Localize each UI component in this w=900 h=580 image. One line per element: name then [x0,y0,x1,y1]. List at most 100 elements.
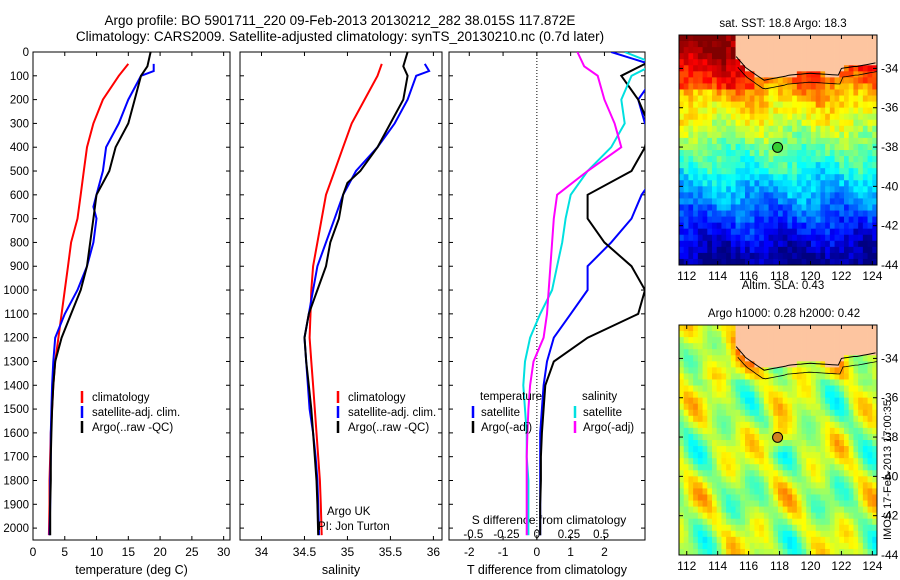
heatmap-cell [749,186,755,193]
land-cell [806,349,812,356]
heatmap-cell [848,174,854,181]
land-cell [820,53,826,60]
heatmap-cell [787,258,793,266]
heatmap-cell [792,222,798,230]
heatmap-cell [759,470,765,477]
heatmap-cell [848,258,854,266]
heatmap-cell [801,482,807,489]
heatmap-cell [792,204,798,211]
heatmap-cell [858,216,864,224]
heatmap-cell [740,440,746,447]
legend-label: Argo(..raw -QC) [348,422,429,434]
heatmap-cell [697,464,703,471]
heatmap-cell [787,391,793,399]
heatmap-cell [730,518,736,526]
land-cell [763,337,769,344]
heatmap-cell [679,464,685,471]
heatmap-cell [825,143,831,151]
heatmap-cell [815,216,821,224]
heatmap-cell [745,137,751,145]
heatmap-cell [815,168,821,175]
heatmap-cell [745,113,751,121]
heatmap-cell [726,446,732,453]
heatmap-cell [853,204,859,211]
heatmap-cell [679,89,685,96]
heatmap-cell [712,77,718,84]
heatmap-cell [782,536,788,544]
plot-frame [32,51,231,541]
heatmap-cell [712,71,718,78]
x-tick-label: 114 [708,559,727,573]
heatmap-cell [768,137,774,145]
land-cell [754,41,760,48]
heatmap-cell [872,198,878,205]
heatmap-cell [688,234,694,242]
heatmap-cell [773,440,779,447]
heatmap-cell [693,192,699,199]
heatmap-cell [716,385,722,392]
heatmap-cell [825,446,831,453]
heatmap-cell [730,548,736,556]
heatmap-cell [745,107,751,115]
heatmap-cell [801,240,807,248]
heatmap-cell [839,361,845,368]
heatmap-cell [707,415,713,423]
heatmap-cell [683,500,689,507]
heatmap-cell [759,168,765,175]
heatmap-cell [834,385,840,392]
heatmap-cell [796,174,802,181]
heatmap-cell [740,71,746,78]
heatmap-cell [839,204,845,211]
heatmap-cell [829,536,835,544]
heatmap-cell [773,168,779,175]
heatmap-cell [735,349,741,356]
heatmap-cell [726,325,732,332]
heatmap-cell [707,524,713,532]
heatmap-cell [806,500,812,507]
heatmap-cell [683,47,689,54]
heatmap-cell [721,433,727,441]
heatmap-cell [792,542,798,550]
heatmap-cell [820,452,826,459]
heatmap-cell [763,433,769,441]
heatmap-cell [801,391,807,399]
y-tick-label: -34 [881,61,899,75]
heatmap-cell [702,35,708,42]
map-panels: 112 114 116 118 120 122 124-34-36-38-40-42-44s… [677,18,899,573]
heatmap-cell [702,476,708,483]
heatmap-cell [834,440,840,447]
heatmap-cell [683,89,689,96]
heatmap-cell [702,162,708,169]
series-line-argo-adj- [539,62,645,536]
heatmap-cell [712,198,718,205]
land-cell [811,355,817,362]
heatmap-cell [867,119,873,127]
land-cell [844,331,850,338]
heatmap-cell [683,530,689,538]
heatmap-cell [707,258,713,266]
heatmap-cell [763,137,769,145]
heatmap-cell [782,186,788,193]
map-title-2: Argo h1000: 0.28 h2000: 0.42 [708,308,860,320]
heatmap-cell [721,500,727,507]
heatmap-cell [697,343,703,350]
heatmap-cell [815,421,821,429]
heatmap-cell [806,240,812,248]
land-cell [759,361,765,368]
heatmap-cell [688,59,694,66]
heatmap-cell [759,512,765,520]
y-tick-label: -36 [881,101,899,115]
heatmap-cell [815,488,821,495]
heatmap-cell [683,180,689,187]
heatmap-cell [825,222,831,230]
heatmap-cell [683,536,689,544]
heatmap-cell [693,470,699,477]
land-cell [759,349,765,356]
heatmap-cell [716,143,722,151]
heatmap-cell [820,421,826,429]
heatmap-cell [697,421,703,429]
heatmap-cell [778,150,784,157]
heatmap-cell [735,500,741,507]
y-tick-label: 100 [10,71,29,83]
panel-temperature: 0 5 10 15 20 25 300100200300400500600700800900… [3,47,230,577]
